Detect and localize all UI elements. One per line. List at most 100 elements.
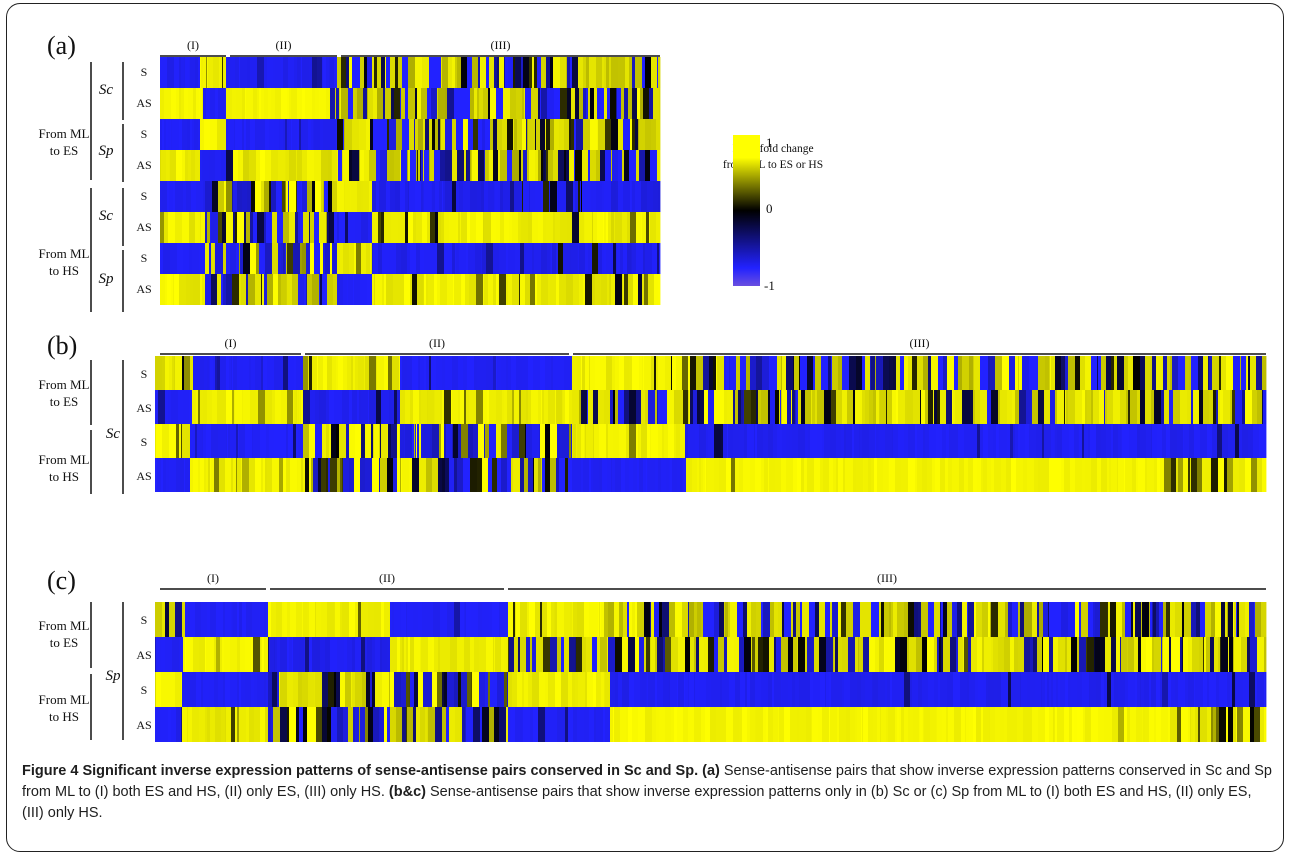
heatmap-cell bbox=[820, 458, 824, 492]
heatmap-cell bbox=[790, 707, 798, 742]
heatmap-cell bbox=[1053, 672, 1057, 707]
heatmap-cell bbox=[1087, 637, 1095, 672]
heatmap-cell bbox=[618, 150, 623, 181]
heatmap-cell bbox=[476, 602, 479, 637]
heatmap-cell bbox=[860, 602, 868, 637]
heatmap-cell bbox=[680, 424, 685, 458]
heatmap-cell bbox=[272, 672, 278, 707]
heatmap-cell bbox=[447, 274, 454, 305]
heatmap-cell bbox=[821, 356, 829, 390]
heatmap-cell bbox=[456, 181, 460, 212]
heatmap-cell bbox=[779, 707, 785, 742]
heatmap-cell bbox=[340, 672, 346, 707]
heatmap-cell bbox=[205, 637, 207, 672]
heatmap-cell bbox=[1099, 390, 1105, 424]
heatmap-cell bbox=[1234, 602, 1237, 637]
heatmap-cell bbox=[632, 88, 638, 119]
heatmap-cell bbox=[608, 602, 615, 637]
heatmap-cell bbox=[1002, 424, 1008, 458]
heatmap-cell bbox=[489, 424, 497, 458]
heatmap-cell bbox=[470, 181, 478, 212]
heatmap-cell bbox=[349, 150, 353, 181]
panel-c-heatmap-row bbox=[155, 672, 1267, 707]
heatmap-cell bbox=[1111, 637, 1117, 672]
heatmap-cell bbox=[366, 119, 371, 150]
heatmap-cell bbox=[797, 707, 800, 742]
heatmap-cell bbox=[391, 424, 398, 458]
heatmap-cell bbox=[794, 356, 800, 390]
heatmap-cell bbox=[546, 212, 554, 243]
heatmap-cell bbox=[623, 243, 628, 274]
heatmap-cell bbox=[426, 602, 434, 637]
heatmap-cell bbox=[499, 602, 501, 637]
heatmap-cell bbox=[966, 707, 970, 742]
heatmap-cell bbox=[710, 602, 715, 637]
heatmap-cell bbox=[540, 119, 546, 150]
heatmap-cell bbox=[921, 390, 926, 424]
heatmap-cell bbox=[223, 57, 227, 88]
heatmap-cell bbox=[953, 390, 956, 424]
heatmap-cell bbox=[655, 637, 658, 672]
heatmap-cell bbox=[831, 390, 837, 424]
heatmap-cell bbox=[333, 274, 338, 305]
heatmap-cell bbox=[182, 707, 188, 742]
heatmap-cell bbox=[325, 637, 331, 672]
heatmap-cell bbox=[561, 672, 569, 707]
heatmap-cell bbox=[454, 458, 458, 492]
heatmap-cell bbox=[1215, 602, 1222, 637]
heatmap-cell bbox=[309, 637, 313, 672]
heatmap-cell bbox=[413, 707, 417, 742]
heatmap-cell bbox=[1193, 707, 1196, 742]
heatmap-cell bbox=[181, 88, 185, 119]
heatmap-cell bbox=[253, 88, 258, 119]
heatmap-cell bbox=[404, 637, 407, 672]
heatmap-cell bbox=[462, 707, 466, 742]
heatmap-cell bbox=[1142, 707, 1144, 742]
heatmap-cell bbox=[368, 390, 370, 424]
heatmap-cell bbox=[1066, 390, 1069, 424]
heatmap-cell bbox=[971, 424, 978, 458]
heatmap-cell bbox=[659, 243, 661, 274]
heatmap-cell bbox=[201, 672, 204, 707]
heatmap-cell bbox=[324, 181, 329, 212]
heatmap-cell bbox=[615, 356, 620, 390]
panel-a-heatmap-row bbox=[160, 150, 661, 181]
heatmap-cell bbox=[285, 181, 287, 212]
heatmap-cell bbox=[644, 356, 652, 390]
heatmap-cell bbox=[464, 602, 466, 637]
heatmap-cell bbox=[512, 150, 520, 181]
heatmap-cell bbox=[995, 707, 1001, 742]
heatmap-cell bbox=[1203, 390, 1210, 424]
heatmap-cell bbox=[874, 602, 876, 637]
heatmap-cell bbox=[410, 390, 414, 424]
heatmap-cell bbox=[361, 602, 369, 637]
heatmap-cell bbox=[1114, 672, 1119, 707]
heatmap-cell bbox=[1068, 602, 1076, 637]
heatmap-cell bbox=[210, 212, 212, 243]
heatmap-cell bbox=[309, 356, 313, 390]
heatmap-cell bbox=[814, 637, 820, 672]
heatmap-cell bbox=[167, 57, 175, 88]
heatmap-cell bbox=[889, 356, 894, 390]
heatmap-cell bbox=[1035, 672, 1042, 707]
heatmap-cell bbox=[478, 119, 483, 150]
heatmap-cell bbox=[606, 424, 609, 458]
heatmap-cell bbox=[285, 243, 287, 274]
panel-a-condition-label: to ES bbox=[50, 143, 79, 158]
heatmap-cell bbox=[384, 274, 387, 305]
heatmap-cell bbox=[287, 672, 294, 707]
heatmap-cell bbox=[876, 356, 883, 390]
heatmap-cell bbox=[239, 243, 241, 274]
heatmap-cell bbox=[1018, 602, 1021, 637]
heatmap-cell bbox=[905, 390, 908, 424]
heatmap-cell bbox=[1163, 602, 1167, 637]
heatmap-cell bbox=[319, 390, 327, 424]
heatmap-cell bbox=[255, 274, 262, 305]
heatmap-cell bbox=[361, 181, 364, 212]
heatmap-cell bbox=[1145, 602, 1150, 637]
heatmap-cell bbox=[409, 458, 413, 492]
heatmap-cell bbox=[1264, 424, 1267, 458]
heatmap-cell bbox=[909, 637, 917, 672]
heatmap-cell bbox=[592, 212, 594, 243]
heatmap-cell bbox=[1204, 672, 1208, 707]
